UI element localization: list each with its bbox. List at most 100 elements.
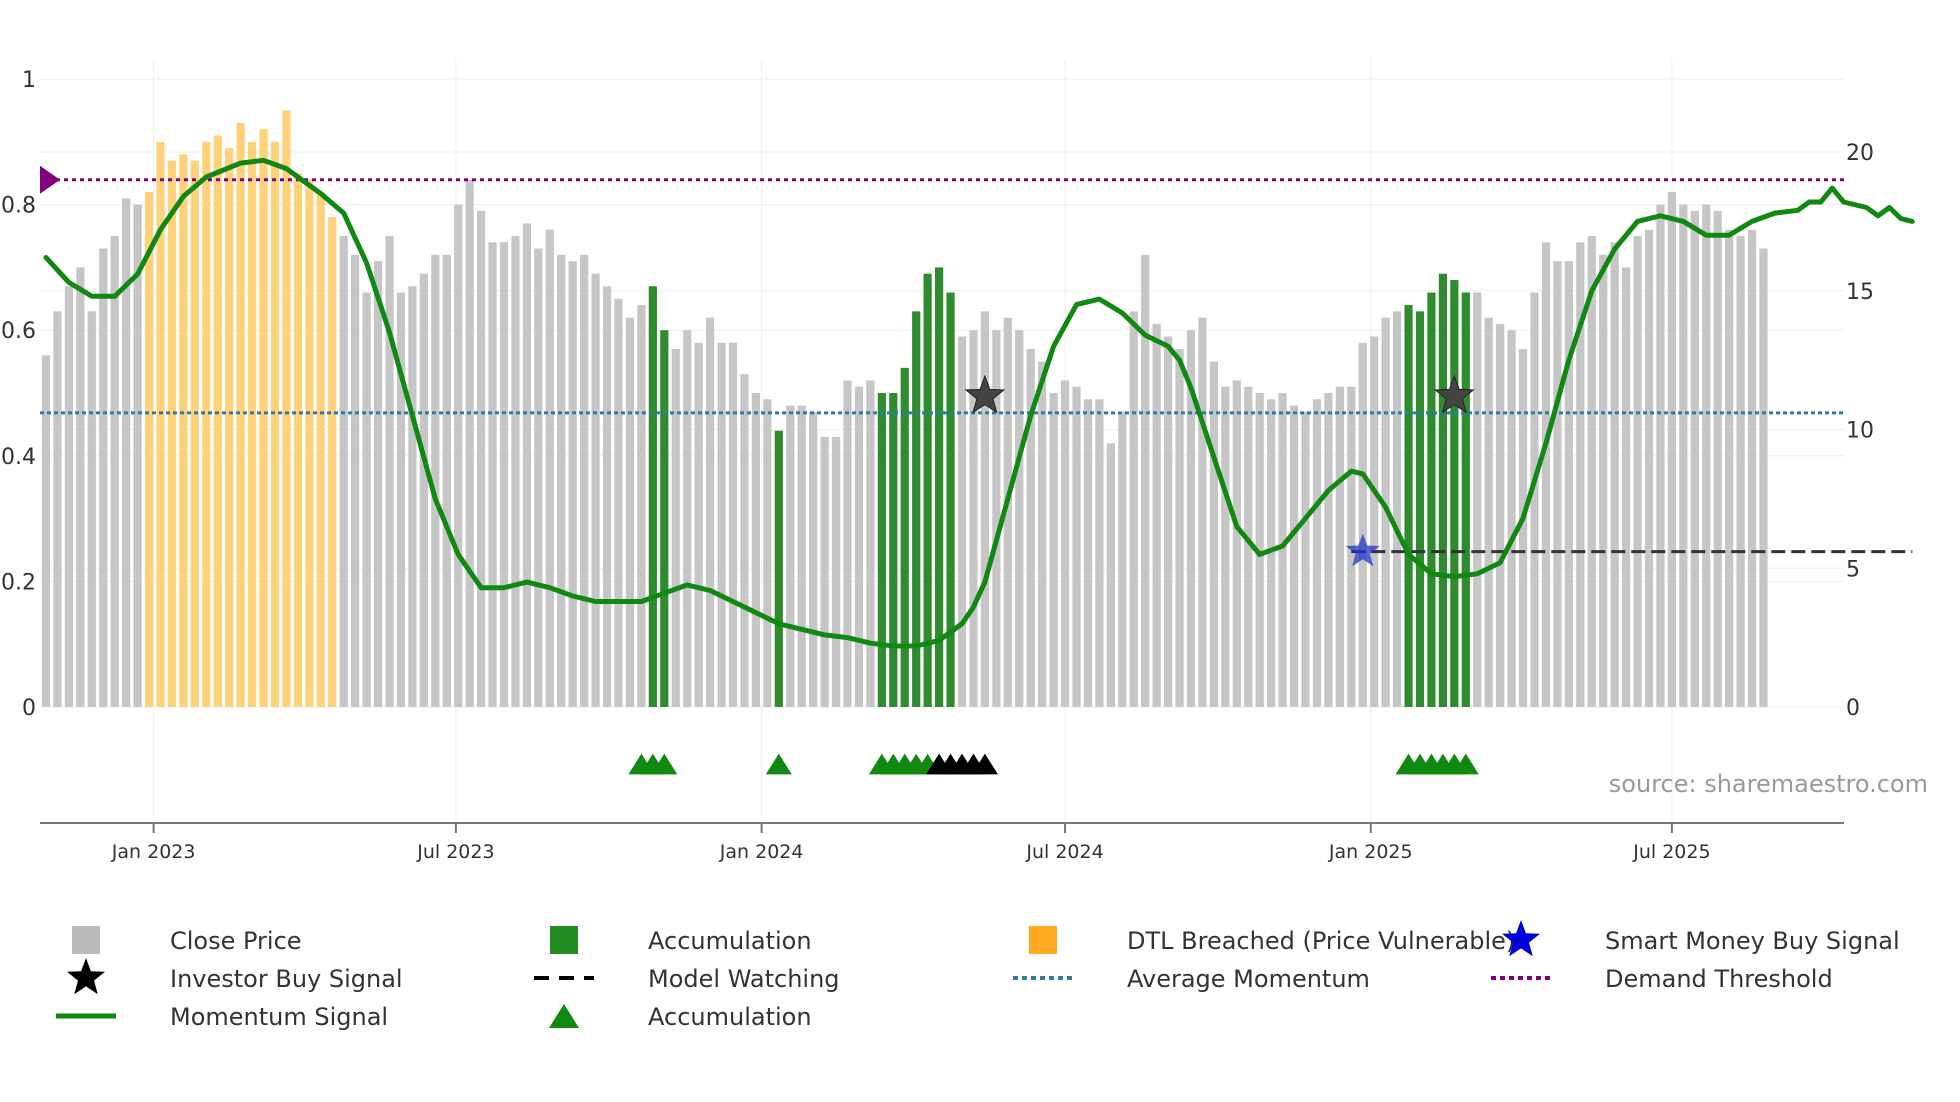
close-price-bar bbox=[362, 292, 371, 707]
close-price-bar bbox=[431, 254, 440, 707]
dtl-breached-bar bbox=[293, 173, 302, 707]
accumulation-bar bbox=[946, 292, 955, 707]
accumulation-bar bbox=[1427, 292, 1436, 707]
close-price-bar bbox=[809, 411, 818, 707]
close-price-bar bbox=[1713, 210, 1722, 707]
close-price-bar bbox=[625, 317, 635, 707]
accumulation-bar bbox=[774, 430, 783, 707]
close-price-bar bbox=[1541, 242, 1551, 707]
legend-label: Smart Money Buy Signal bbox=[1605, 927, 1900, 955]
close-price-bar bbox=[1496, 323, 1505, 707]
dtl-breached-bar bbox=[225, 148, 234, 707]
close-price-bar bbox=[488, 242, 497, 707]
close-price-bar bbox=[602, 286, 612, 707]
close-price-bar bbox=[820, 436, 829, 707]
left-axis-tick: 0.6 bbox=[1, 319, 36, 344]
x-axis-tick: Jan 2023 bbox=[111, 841, 196, 863]
close-price-bar bbox=[87, 311, 96, 707]
dtl-breached-bar bbox=[213, 135, 222, 707]
close-price-bar bbox=[1232, 380, 1241, 707]
close-price-bar bbox=[694, 342, 703, 707]
close-price-bar bbox=[1003, 317, 1012, 707]
close-price-bar bbox=[373, 261, 383, 707]
close-price-bar bbox=[1473, 292, 1482, 707]
x-axis-tick: Jan 2024 bbox=[719, 841, 804, 863]
left-axis-tick: 1 bbox=[22, 68, 36, 93]
source-label: source: sharemaestro.com bbox=[1609, 770, 1928, 798]
dtl-breached-bar bbox=[248, 141, 257, 708]
close-price-bar bbox=[683, 330, 692, 707]
close-price-bar bbox=[1141, 254, 1150, 707]
close-price-bar bbox=[1725, 229, 1734, 707]
dtl-breached-bar bbox=[144, 192, 154, 708]
close-price-bar bbox=[1118, 411, 1127, 707]
close-price-bar bbox=[591, 273, 600, 707]
close-price-bar bbox=[728, 342, 738, 707]
accumulation-triangle bbox=[1452, 753, 1479, 775]
close-price-bar bbox=[53, 311, 62, 707]
close-price-bar bbox=[41, 355, 51, 707]
close-price-bar bbox=[992, 330, 1001, 707]
close-price-bar bbox=[477, 210, 486, 707]
close-price-bar bbox=[957, 336, 967, 707]
close-price-bar bbox=[1507, 330, 1516, 707]
close-price-bar bbox=[499, 242, 509, 707]
accumulation-bar bbox=[1461, 292, 1470, 707]
legend-label: Momentum Signal bbox=[170, 1003, 388, 1031]
investor-buy-signal-star bbox=[1433, 374, 1475, 414]
close-price-bar bbox=[1335, 386, 1344, 707]
close-price-bar bbox=[454, 204, 463, 707]
close-price-bar bbox=[511, 236, 520, 707]
legend-label: Average Momentum bbox=[1127, 965, 1370, 993]
investor-buy-signal-star bbox=[964, 374, 1006, 414]
dtl-breached-bar bbox=[316, 192, 325, 708]
accumulation-bar bbox=[1404, 305, 1413, 707]
accumulation-triangle bbox=[765, 753, 792, 775]
close-price-bar bbox=[1370, 336, 1379, 707]
close-price-bar bbox=[1072, 386, 1081, 707]
close-price-bar bbox=[1564, 261, 1573, 707]
close-price-bar bbox=[1278, 393, 1287, 707]
dtl-breached-bar bbox=[190, 160, 199, 707]
close-price-bar bbox=[763, 399, 772, 707]
accumulation-bar bbox=[1415, 311, 1425, 707]
close-price-bar bbox=[1518, 349, 1528, 707]
close-price-bar bbox=[671, 349, 680, 707]
accumulation-bar bbox=[889, 393, 898, 707]
close-price-bar bbox=[76, 267, 85, 707]
legend-label: Investor Buy Signal bbox=[170, 965, 403, 993]
legend-swatch-star bbox=[67, 958, 105, 995]
legend-swatch-square bbox=[72, 926, 100, 954]
close-price-bar bbox=[1152, 323, 1161, 707]
close-price-bar bbox=[465, 179, 474, 708]
momentum-signal bbox=[43, 157, 1915, 649]
accumulation-bar bbox=[1438, 273, 1447, 707]
accumulation-bar bbox=[900, 367, 909, 707]
reference-lines bbox=[40, 165, 1913, 554]
momentum-signal-line bbox=[43, 157, 1915, 649]
close-price-bar bbox=[1289, 405, 1299, 707]
close-price-bar bbox=[1038, 361, 1047, 707]
dtl-breached-bar bbox=[305, 179, 314, 708]
close-price-bar bbox=[396, 292, 406, 707]
legend-label: Demand Threshold bbox=[1605, 965, 1833, 993]
close-price-bar bbox=[1736, 236, 1745, 707]
close-price-bar bbox=[969, 330, 978, 707]
close-price-bar bbox=[1255, 393, 1264, 707]
accumulation-bar bbox=[877, 393, 886, 707]
close-price-bar bbox=[385, 236, 394, 707]
close-price-bar bbox=[442, 254, 451, 707]
x-axis-tick: Jul 2025 bbox=[1632, 841, 1710, 863]
close-price-bar bbox=[1484, 317, 1493, 707]
close-price-bar bbox=[740, 374, 749, 707]
left-axis-tick: 0.4 bbox=[1, 445, 36, 470]
accumulation-bar bbox=[935, 267, 944, 707]
x-axis-tick: Jan 2025 bbox=[1328, 841, 1413, 863]
close-price-bar bbox=[1186, 330, 1196, 707]
close-price-bar bbox=[1393, 311, 1402, 707]
close-price-bar bbox=[637, 305, 646, 707]
close-price-bar bbox=[534, 248, 543, 707]
close-price-bar bbox=[64, 286, 73, 707]
close-price-bar bbox=[1106, 443, 1115, 707]
demand-threshold-marker bbox=[40, 165, 60, 194]
